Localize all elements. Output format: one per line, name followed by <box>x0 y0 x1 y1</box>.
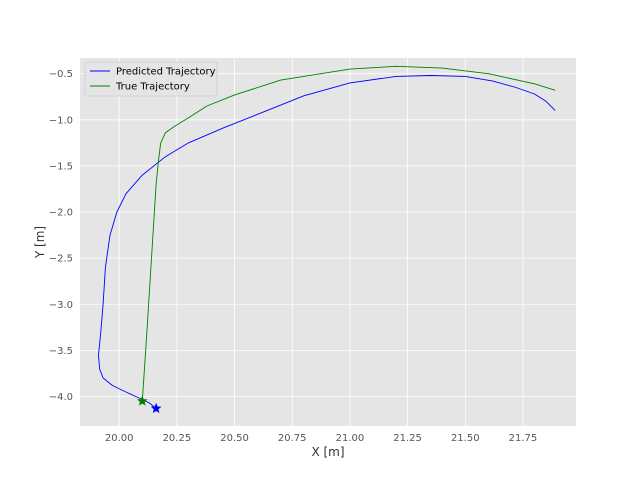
x-tick-label: 20.25 <box>163 433 192 444</box>
y-axis-label: Y [m] <box>33 226 47 259</box>
x-tick-label: 21.00 <box>336 433 365 444</box>
legend-box <box>84 61 218 97</box>
x-tick-label: 20.50 <box>220 433 249 444</box>
series-line-0 <box>98 75 556 409</box>
start-marker-1 <box>136 395 148 406</box>
tick-labels: 20.00 20.25 20.50 20.75 21.00 21.25 21.50 21.75… <box>49 69 538 444</box>
x-tick-label: 20.75 <box>278 433 307 444</box>
x-tick-label: 20.00 <box>105 433 134 444</box>
series-lines <box>98 65 556 409</box>
y-tick-label: −2.5 <box>49 254 73 265</box>
x-tick-label: 21.25 <box>393 433 422 444</box>
x-tick-label: 21.50 <box>451 433 480 444</box>
y-tick-label: −3.0 <box>49 300 73 311</box>
grid-lines <box>80 58 576 426</box>
y-tick-label: −4.0 <box>49 392 73 403</box>
y-tick-label: −0.5 <box>49 69 73 80</box>
y-tick-label: −1.0 <box>49 115 73 126</box>
legend: Predicted Trajectory True Trajectory <box>84 61 218 97</box>
y-tick-label: −1.5 <box>49 161 73 172</box>
y-tick-label: −2.0 <box>49 208 73 219</box>
plot-background <box>80 58 576 426</box>
start-marker-0 <box>150 402 162 414</box>
legend-label-predicted: Predicted Trajectory <box>116 67 216 78</box>
x-tick-label: 21.75 <box>509 433 538 444</box>
start-markers <box>136 395 162 414</box>
y-tick-label: −3.5 <box>49 346 73 357</box>
series-line-1 <box>141 65 556 402</box>
x-axis-label: X [m] <box>311 445 344 459</box>
legend-label-true: True Trajectory <box>115 82 190 93</box>
